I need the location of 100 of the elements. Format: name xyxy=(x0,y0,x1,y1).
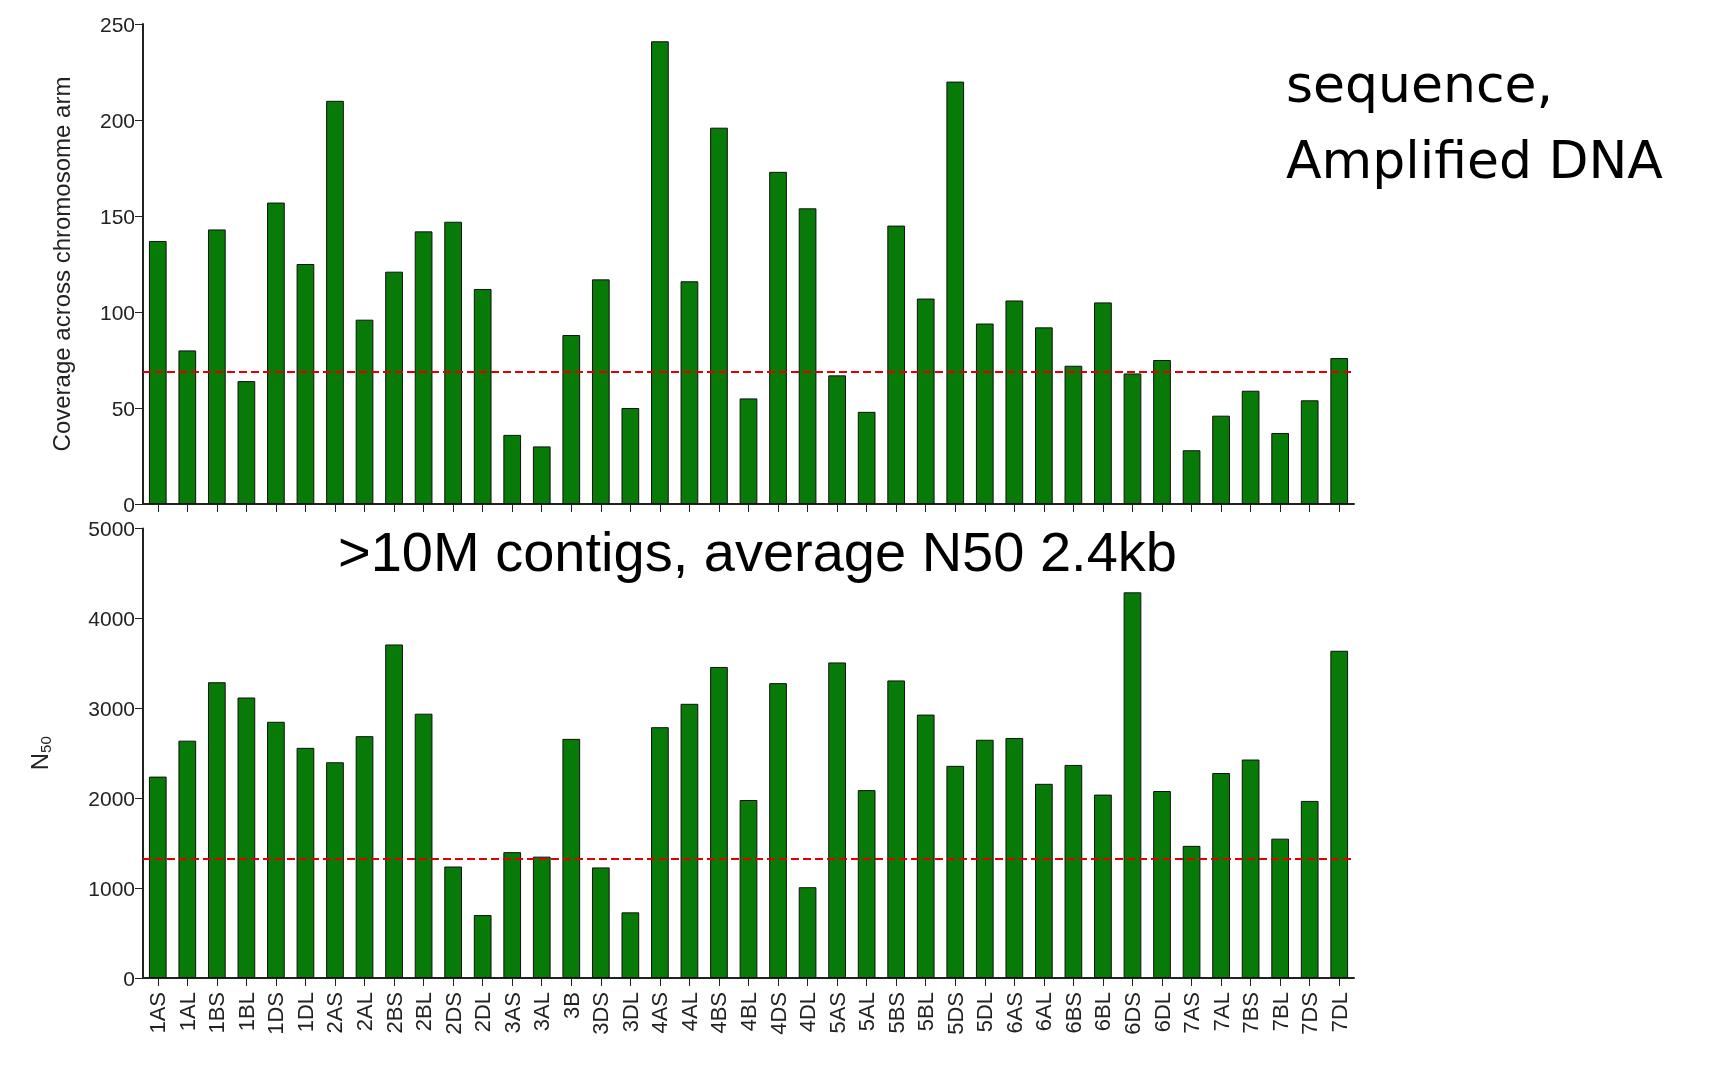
x-tick-label: 6DS xyxy=(1119,992,1145,1035)
bar xyxy=(651,727,669,978)
bar xyxy=(562,738,581,978)
x-tick-label: 1BL xyxy=(233,992,259,1032)
bar xyxy=(207,682,226,978)
bar xyxy=(887,225,906,504)
bar xyxy=(975,739,994,978)
y-tick-label: 4000 xyxy=(88,606,135,630)
x-tick-label: 5DL xyxy=(972,992,998,1033)
x-tick-label: 7AS xyxy=(1179,992,1205,1034)
x-tick-label: 3DL xyxy=(617,992,643,1033)
bar xyxy=(887,680,906,978)
annotation: sequence, Amplified DNA xyxy=(1286,54,1664,190)
bar xyxy=(385,271,403,504)
x-tick-label: 2BS xyxy=(381,992,407,1034)
bar xyxy=(621,912,640,978)
bar xyxy=(1300,400,1319,504)
bar xyxy=(532,446,551,504)
bar xyxy=(1271,432,1290,504)
x-tick-label: 6AS xyxy=(1001,992,1027,1034)
bar xyxy=(414,713,433,978)
bar xyxy=(591,279,610,504)
y-tick-label: 5000 xyxy=(88,517,135,540)
bar xyxy=(1123,373,1142,504)
bar xyxy=(148,776,167,978)
bar xyxy=(591,867,610,978)
bar xyxy=(473,915,492,978)
bar xyxy=(798,887,817,978)
bar xyxy=(1123,592,1142,978)
x-tick-label: 2DS xyxy=(440,992,466,1035)
x-tick-label: 3AL xyxy=(529,992,555,1032)
x-tick-label: 6BL xyxy=(1090,992,1116,1032)
bar xyxy=(503,852,522,978)
bar xyxy=(444,866,462,978)
bar xyxy=(1241,390,1260,504)
bar xyxy=(1035,783,1053,978)
bar xyxy=(680,703,699,978)
bar xyxy=(651,41,669,504)
x-tick-label: 2AS xyxy=(322,992,348,1034)
bar xyxy=(1330,650,1349,978)
x-tick-label: 2AL xyxy=(352,992,378,1032)
bar xyxy=(1035,327,1053,504)
bar xyxy=(1300,800,1319,978)
bar xyxy=(296,747,315,978)
y-tick-label: 100 xyxy=(99,300,135,324)
annotation: >10M contigs, average N50 2.4kb xyxy=(338,519,1177,583)
x-tick-label: 6AL xyxy=(1031,992,1057,1032)
x-tick-label: 7DS xyxy=(1297,992,1323,1035)
x-tick-label: 7BS xyxy=(1238,992,1264,1034)
x-tick-label: 4DL xyxy=(795,992,821,1033)
bar xyxy=(769,683,787,978)
x-tick-label: 6BS xyxy=(1060,992,1086,1034)
bar xyxy=(1271,838,1290,978)
bar xyxy=(326,100,344,504)
x-tick-label: 4AS xyxy=(647,992,673,1034)
bar xyxy=(916,714,935,978)
bar xyxy=(857,790,876,978)
bar xyxy=(1005,737,1024,978)
y-tick-label: 50 xyxy=(111,396,135,420)
y-tick-label: 2000 xyxy=(88,786,135,810)
bar xyxy=(532,856,551,978)
bar xyxy=(1094,794,1112,978)
y-tick-label: 1000 xyxy=(88,876,135,900)
x-tick-label: 1AL xyxy=(174,992,200,1032)
y-tick-label: 3000 xyxy=(88,696,135,720)
bar xyxy=(769,171,787,504)
bar xyxy=(828,662,846,978)
bar xyxy=(296,264,315,504)
x-tick-label: 7DL xyxy=(1326,992,1352,1033)
bar xyxy=(1241,759,1260,978)
bar xyxy=(710,666,728,978)
bar xyxy=(267,721,285,978)
x-tick-label: 6DL xyxy=(1149,992,1175,1033)
bar xyxy=(1182,845,1201,978)
bar xyxy=(178,350,197,504)
bar xyxy=(1153,791,1171,978)
x-tick-label: 4DS xyxy=(765,992,791,1035)
bar xyxy=(1212,415,1230,504)
bar xyxy=(355,736,374,978)
x-tick-label: 1DS xyxy=(263,992,289,1035)
y-tick-label: 0 xyxy=(123,492,135,516)
bar xyxy=(1182,450,1201,504)
y-tick-label: 250 xyxy=(99,12,135,36)
y-tick-label: 200 xyxy=(99,108,135,132)
x-tick-label: 1DL xyxy=(292,992,318,1033)
bar xyxy=(739,398,758,504)
bar xyxy=(916,298,935,504)
bar xyxy=(237,381,256,504)
bar xyxy=(1064,764,1083,978)
x-tick-label: 5DS xyxy=(942,992,968,1035)
bar xyxy=(975,323,994,504)
bar xyxy=(621,408,640,504)
bar xyxy=(828,375,846,504)
bar xyxy=(1005,300,1024,504)
bar xyxy=(237,697,256,978)
bar xyxy=(1153,360,1171,504)
x-tick-label: 3AS xyxy=(499,992,525,1034)
bar xyxy=(1094,302,1112,504)
bar xyxy=(680,281,699,504)
bar xyxy=(562,335,581,504)
